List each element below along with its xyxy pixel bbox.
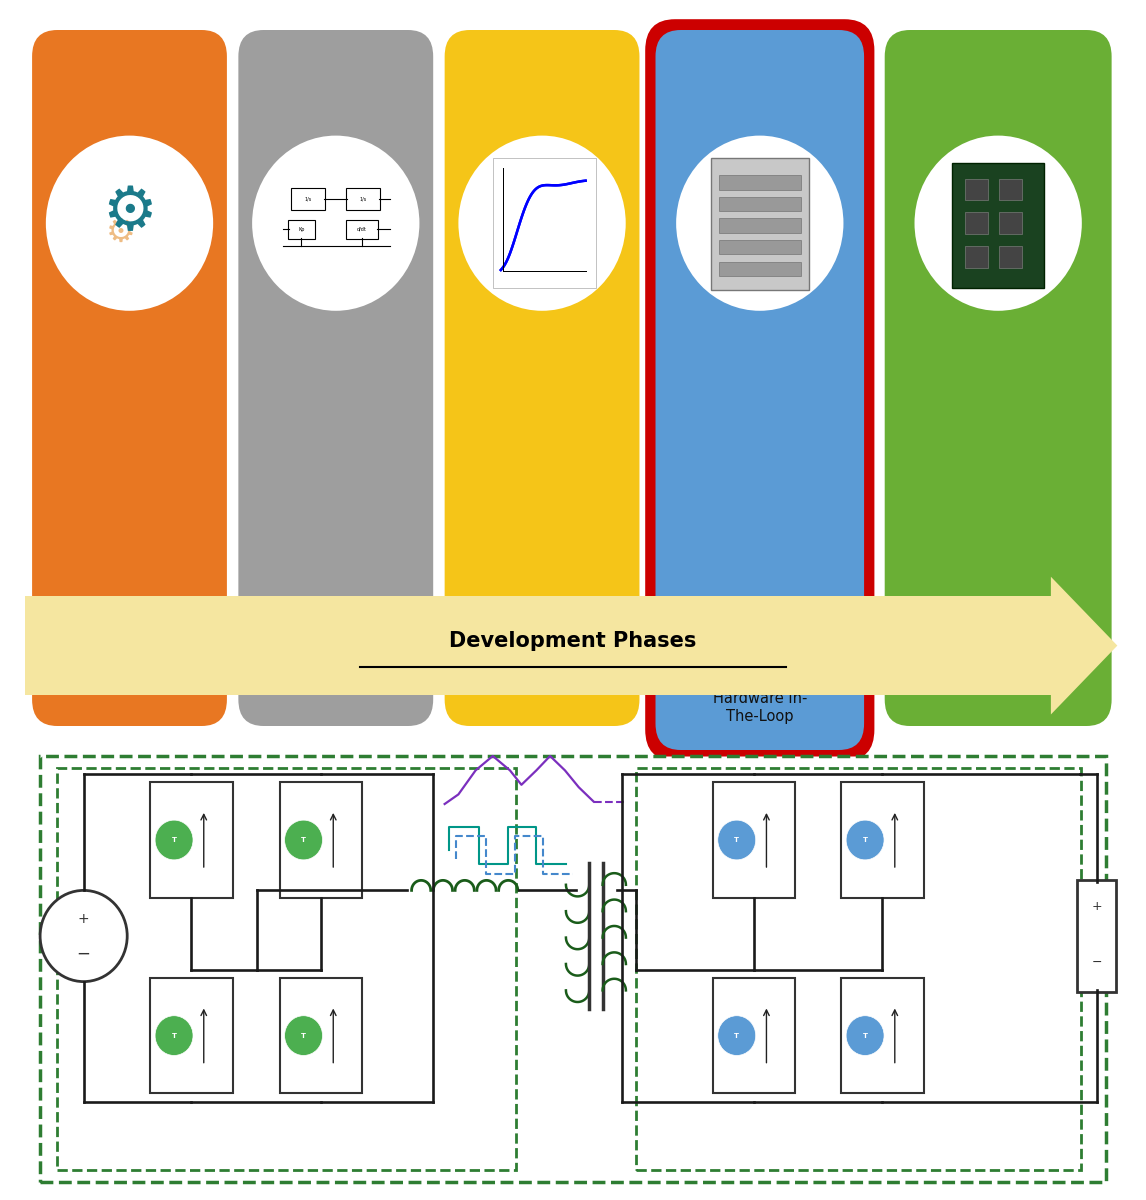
Text: T: T [863, 838, 868, 842]
FancyBboxPatch shape [40, 756, 1106, 1182]
Circle shape [915, 136, 1082, 311]
FancyBboxPatch shape [719, 197, 801, 211]
FancyBboxPatch shape [280, 782, 362, 898]
Text: +: + [78, 912, 89, 926]
FancyBboxPatch shape [32, 30, 227, 726]
FancyBboxPatch shape [965, 212, 988, 234]
FancyBboxPatch shape [713, 978, 795, 1093]
Circle shape [252, 136, 419, 311]
Text: T: T [172, 1032, 176, 1038]
FancyBboxPatch shape [841, 978, 924, 1093]
Polygon shape [1051, 577, 1117, 714]
FancyBboxPatch shape [346, 188, 380, 210]
Circle shape [46, 136, 213, 311]
Circle shape [40, 890, 127, 982]
FancyBboxPatch shape [713, 782, 795, 898]
Text: +: + [1091, 900, 1102, 912]
FancyBboxPatch shape [841, 782, 924, 898]
FancyBboxPatch shape [291, 188, 325, 210]
Circle shape [846, 820, 884, 860]
FancyBboxPatch shape [965, 179, 988, 200]
FancyBboxPatch shape [711, 158, 809, 290]
Circle shape [155, 1015, 193, 1056]
FancyBboxPatch shape [999, 246, 1022, 268]
Text: ⚙: ⚙ [105, 216, 135, 250]
Text: Requirement
Analysis: Requirement Analysis [78, 659, 181, 691]
Text: T: T [735, 838, 739, 842]
Circle shape [458, 136, 626, 311]
FancyBboxPatch shape [885, 30, 1112, 726]
Text: 1/s: 1/s [360, 197, 367, 202]
Text: Real-Time
Model /
Hardware In-
The-Loop: Real-Time Model / Hardware In- The-Loop [713, 656, 807, 724]
Circle shape [284, 820, 322, 860]
FancyBboxPatch shape [280, 978, 362, 1093]
Text: −: − [1091, 956, 1102, 968]
Text: Desktop
Simulation: Desktop Simulation [500, 659, 584, 691]
FancyBboxPatch shape [656, 30, 864, 750]
Text: T: T [301, 1032, 306, 1038]
Text: Development Phases: Development Phases [449, 631, 697, 650]
FancyBboxPatch shape [150, 782, 233, 898]
FancyBboxPatch shape [952, 163, 1044, 288]
FancyBboxPatch shape [719, 218, 801, 233]
Circle shape [846, 1015, 884, 1056]
FancyBboxPatch shape [238, 30, 433, 726]
FancyBboxPatch shape [999, 179, 1022, 200]
Text: T: T [301, 838, 306, 842]
Circle shape [676, 136, 843, 311]
Text: 1/s: 1/s [305, 197, 312, 202]
FancyBboxPatch shape [346, 220, 378, 239]
Text: Final Test: Final Test [961, 656, 1035, 671]
Circle shape [717, 820, 755, 860]
Text: d/dt: d/dt [358, 227, 367, 232]
FancyBboxPatch shape [719, 262, 801, 276]
Circle shape [155, 820, 193, 860]
FancyBboxPatch shape [645, 19, 874, 761]
Text: T: T [172, 838, 176, 842]
FancyBboxPatch shape [493, 158, 596, 288]
Text: Model Design: Model Design [281, 656, 391, 671]
Text: −: − [77, 946, 91, 962]
FancyBboxPatch shape [999, 212, 1022, 234]
Text: Kp: Kp [298, 227, 305, 232]
Text: T: T [863, 1032, 868, 1038]
FancyBboxPatch shape [150, 978, 233, 1093]
FancyBboxPatch shape [719, 240, 801, 254]
FancyBboxPatch shape [1077, 880, 1116, 992]
FancyBboxPatch shape [965, 246, 988, 268]
Circle shape [284, 1015, 322, 1056]
Text: ⚙: ⚙ [102, 184, 157, 244]
FancyBboxPatch shape [25, 596, 1060, 695]
FancyBboxPatch shape [719, 175, 801, 190]
FancyBboxPatch shape [445, 30, 639, 726]
Circle shape [717, 1015, 755, 1056]
FancyBboxPatch shape [288, 220, 315, 239]
Text: T: T [735, 1032, 739, 1038]
